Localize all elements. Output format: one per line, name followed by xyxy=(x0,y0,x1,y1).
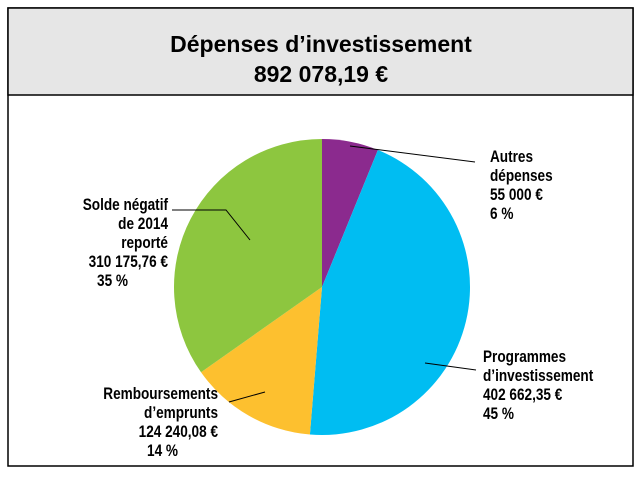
leader-line xyxy=(228,391,266,403)
chart-subtitle: 892 078,19 € xyxy=(254,61,389,87)
percent-label: 35 % xyxy=(97,272,128,291)
category-label: Programmes d’investissement xyxy=(483,348,593,386)
leader-lines xyxy=(172,145,477,403)
leader-line xyxy=(424,362,477,371)
category-label: Autres dépenses xyxy=(490,148,553,186)
percent-label: 45 % xyxy=(483,405,514,424)
chart-title: Dépenses d’investissement xyxy=(170,31,472,57)
category-label: Solde négatif de 2014 reporté xyxy=(83,196,169,253)
pie-slice xyxy=(173,139,322,373)
percent-label: 14 % xyxy=(147,442,178,461)
percent-label: 6 % xyxy=(490,205,514,224)
leader-line xyxy=(172,209,251,241)
pie-slice xyxy=(201,287,322,435)
category-label: Remboursements d’emprunts xyxy=(103,385,218,423)
value-label: 402 662,35 € xyxy=(483,386,563,405)
leader-line xyxy=(349,145,476,163)
header xyxy=(7,7,634,96)
value-label: 310 175,76 € xyxy=(89,253,169,272)
pie-slice xyxy=(322,139,378,287)
value-label: 55 000 € xyxy=(490,186,543,205)
value-label: 124 240,08 € xyxy=(139,423,219,442)
pie xyxy=(173,139,471,436)
